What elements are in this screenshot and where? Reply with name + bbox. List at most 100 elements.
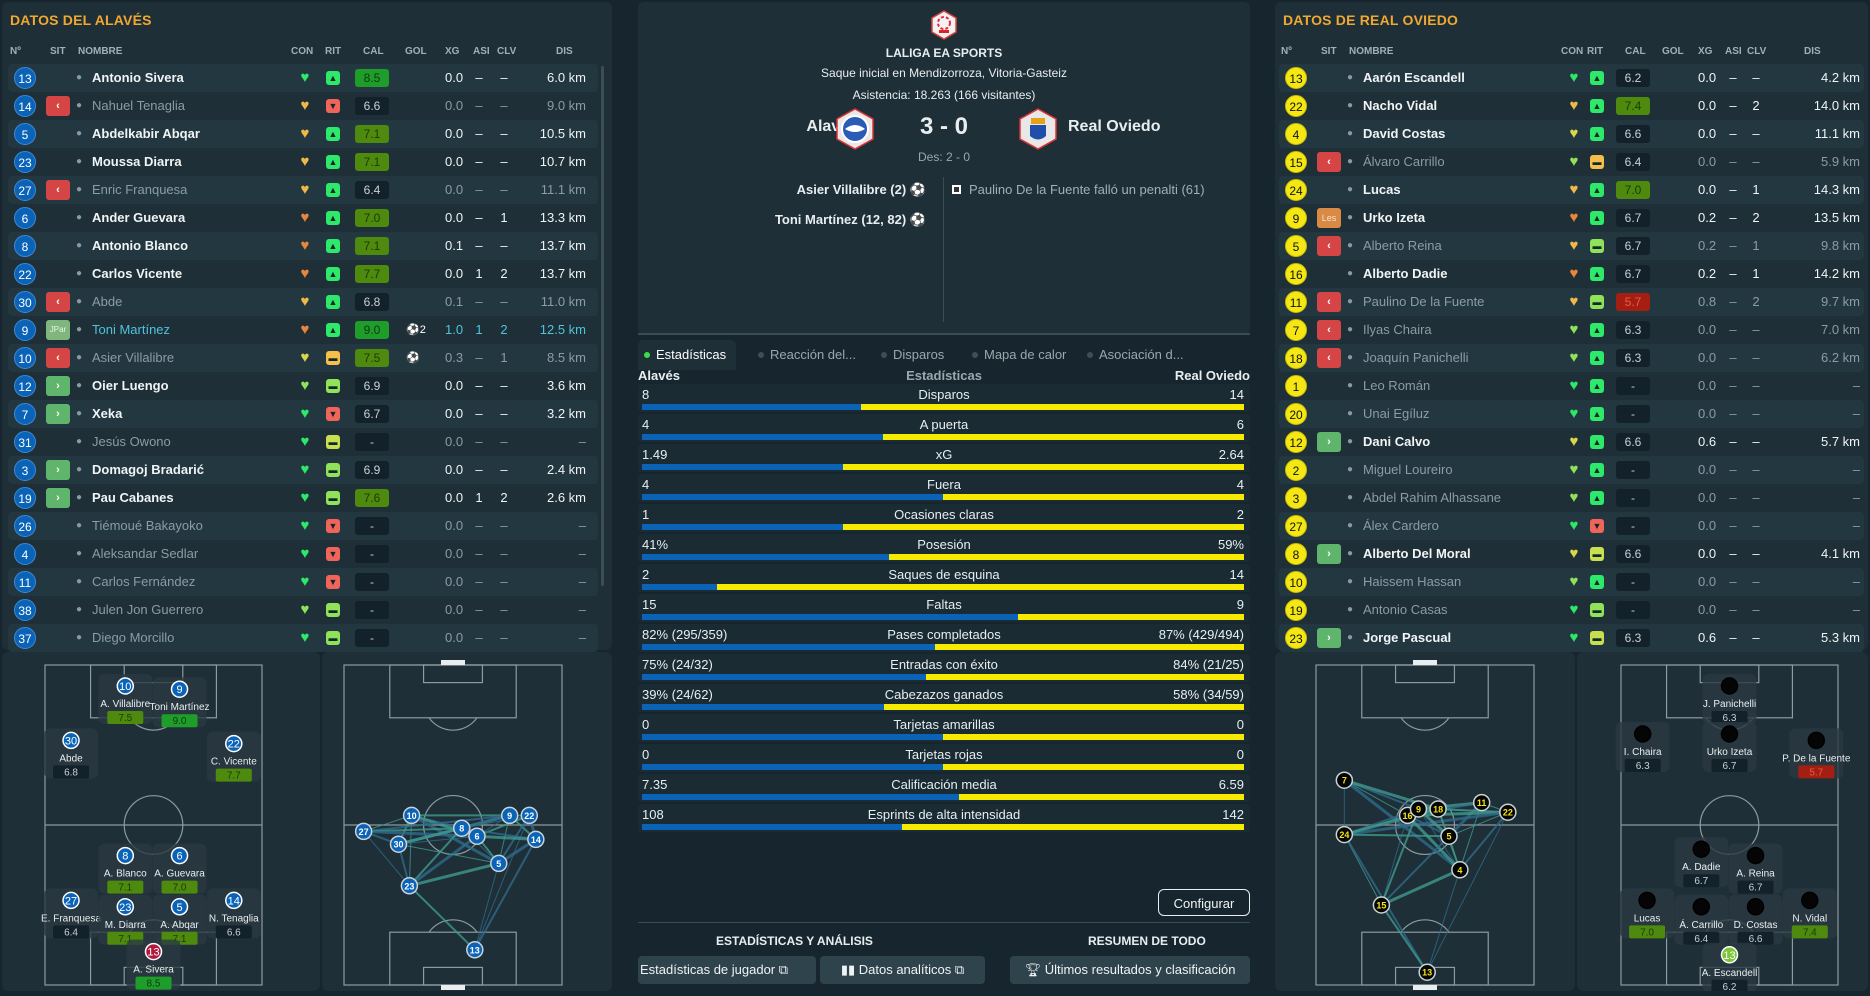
player-name[interactable]: Nahuel Tenaglia — [92, 98, 185, 113]
player-name[interactable]: Abdelkabir Abqar — [92, 126, 200, 141]
player-name[interactable]: Lucas — [1363, 182, 1401, 197]
pass-node[interactable]: 23 — [400, 877, 419, 895]
pass-node[interactable]: 22 — [1499, 803, 1517, 821]
player-name[interactable]: Aleksandar Sedlar — [92, 546, 199, 561]
player-name[interactable]: Alberto Del Moral — [1363, 546, 1471, 561]
col-con[interactable]: CON — [1561, 46, 1584, 57]
player-row[interactable]: 38 ● Julen Jon Guerrero ♥ ▬ -0.0– – – — [8, 596, 598, 624]
player-row[interactable]: 22 ● Carlos Vicente ♥ ▲ 7.7 0.0 1 2 13.7 km — [8, 260, 598, 288]
pass-node[interactable]: 14 — [527, 830, 545, 849]
player-row[interactable]: 16 ● Alberto Dadie ♥ ▲ 6.7 0.2–1 14.2 km — [1279, 260, 1864, 288]
player-name[interactable]: Álex Cardero — [1363, 518, 1439, 533]
player-name[interactable]: Tiémoué Bakayoko — [92, 518, 203, 533]
col-xg[interactable]: XG — [445, 46, 460, 57]
col-cal[interactable]: CAL — [363, 46, 384, 57]
player-row[interactable]: 23 ● Moussa Diarra ♥ ▲ 7.1 0.0– –10.7 km — [8, 148, 598, 176]
player-row[interactable]: 19 ● Antonio Casas ♥ ▬ -0.0– – – — [1279, 596, 1864, 624]
formation-player[interactable]: 6 A. Guevara 7.0 — [152, 843, 207, 894]
player-name[interactable]: Abdel Rahim Alhassane — [1363, 490, 1502, 505]
player-name[interactable]: Antonio Blanco — [92, 238, 189, 253]
player-row[interactable]: 19 › ● Pau Cabanes ♥ ▬ 7.6 0.0 1 2 2.6 km — [8, 484, 598, 512]
player-name[interactable]: Xeka — [92, 406, 123, 421]
pass-node[interactable]: 27 — [354, 822, 373, 841]
col-sit[interactable]: SIT — [50, 46, 66, 57]
formation-player[interactable]: 23 M. Diarra 7.1 — [98, 894, 153, 945]
player-name[interactable]: Alberto Dadie — [1363, 266, 1448, 281]
player-name[interactable]: Enric Franquesa — [92, 182, 188, 197]
col-asi[interactable]: ASI — [1725, 46, 1742, 57]
col-name[interactable]: NOMBRE — [1349, 46, 1394, 57]
pass-node[interactable]: 18 — [1429, 800, 1447, 818]
player-name[interactable]: Urko Izeta — [1363, 210, 1426, 225]
player-row[interactable]: 8 › ● Alberto Del Moral ♥ ▬ 6.6 0.0– –4.1 km — [1279, 540, 1864, 568]
player-name[interactable]: Pau Cabanes — [92, 490, 174, 505]
formation-player[interactable]: P. De la Fuente 5.7 — [1782, 728, 1851, 779]
player-row[interactable]: 4 ● Aleksandar Sedlar ♥ ▼ -0.0– – – — [8, 540, 598, 568]
pass-node[interactable]: 8 — [452, 819, 471, 837]
player-row[interactable]: 13 ● Antonio Sivera ♥ ▲ 8.5 0.0– –6.0 km — [8, 64, 598, 92]
player-row[interactable]: 1 ● Leo Román ♥ ▲ -0.0– – – — [1279, 372, 1864, 400]
player-name[interactable]: Jorge Pascual — [1363, 630, 1452, 645]
player-row[interactable]: 26 ● Tiémoué Bakayoko ♥ ▼ -0.0– – – — [8, 512, 598, 540]
tab-estadisticas[interactable]: Estadísticas — [638, 340, 737, 370]
player-row[interactable]: 15 ‹ ● Álvaro Carrillo ♥ ▬ 6.4 0.0– –5.9 km — [1279, 148, 1864, 176]
formation-player[interactable]: A. Reina 6.7 — [1728, 843, 1783, 894]
formation-player[interactable]: Lucas 7.0 — [1620, 888, 1675, 939]
player-name[interactable]: Asier Villalibre — [92, 350, 175, 365]
player-name[interactable]: Alberto Reina — [1363, 238, 1442, 253]
player-stats-button[interactable]: Estadísticas de jugador ⧉ — [638, 956, 816, 984]
formation-player[interactable]: 5 A. Abqar 7.1 — [152, 894, 207, 945]
away-team-name[interactable]: Real Oviedo — [1068, 118, 1161, 135]
player-name[interactable]: Aarón Escandell — [1363, 70, 1465, 85]
pass-node[interactable]: 7 — [1335, 771, 1354, 789]
formation-player[interactable]: 30 Abde 6.8 — [44, 728, 99, 779]
col-clv[interactable]: CLV — [1747, 46, 1767, 57]
player-row[interactable]: 4 ● David Costas ♥ ▲ 6.6 0.0– –11.1 km — [1279, 120, 1864, 148]
col-cal[interactable]: CAL — [1625, 46, 1646, 57]
player-row[interactable]: 9 JPar ● Toni Martínez ♥ ▲ 9.0 ⚽2 1.0 1 2 12.5 km — [8, 316, 598, 344]
formation-player[interactable]: Urko Izeta 6.7 — [1702, 722, 1757, 772]
player-row[interactable]: 14 ‹ ● Nahuel Tenaglia ♥ ▼ 6.6 0.0– –9.0 km — [8, 92, 598, 120]
player-name[interactable]: Diego Morcillo — [92, 630, 175, 645]
player-row[interactable]: 5 ● Abdelkabir Abqar ♥ ▲ 7.1 0.0– –10.5 km — [8, 120, 598, 148]
formation-player[interactable]: 13 A. Escandell 6.2 — [1702, 942, 1758, 993]
player-name[interactable]: Nacho Vidal — [1363, 98, 1438, 113]
tab-reaccion[interactable]: Reacción del... — [752, 340, 856, 370]
player-name[interactable]: Moussa Diarra — [92, 154, 182, 169]
player-name[interactable]: Jesús Owono — [92, 434, 171, 449]
tab-mapa-de-calor[interactable]: Mapa de calor — [966, 340, 1066, 370]
player-name[interactable]: Antonio Sivera — [92, 70, 184, 85]
player-row[interactable]: 3 › ● Domagoj Bradarić ♥ ▬ 6.9 0.0– –2.4 km — [8, 456, 598, 484]
col-number[interactable]: Nº — [1281, 46, 1292, 57]
col-gol[interactable]: GOL — [405, 46, 427, 57]
player-row[interactable]: 9 Les ● Urko Izeta ♥ ▲ 6.7 0.2–2 13.5 km — [1279, 204, 1864, 232]
formation-player[interactable]: 27 E. Franquesa 6.4 — [41, 888, 101, 939]
player-row[interactable]: 18 ‹ ● Joaquín Panichelli ♥ ▲ 6.3 0.0– –6.2 km — [1279, 344, 1864, 372]
col-name[interactable]: NOMBRE — [78, 46, 123, 57]
player-row[interactable]: 7 ‹ ● Ilyas Chaira ♥ ▲ 6.3 0.0– –7.0 km — [1279, 316, 1864, 344]
player-name[interactable]: Leo Román — [1363, 378, 1431, 393]
player-name[interactable]: Julen Jon Guerrero — [92, 602, 204, 617]
player-row[interactable]: 22 ● Nacho Vidal ♥ ▲ 7.4 0.0–2 14.0 km — [1279, 92, 1864, 120]
results-standings-button[interactable]: 🏆︎ Últimos resultados y clasificación — [1010, 956, 1250, 984]
player-name[interactable]: Joaquín Panichelli — [1363, 350, 1469, 365]
player-name[interactable]: Ilyas Chaira — [1363, 322, 1432, 337]
player-name[interactable]: Paulino De la Fuente — [1363, 294, 1485, 309]
pass-node[interactable]: 13 — [1418, 963, 1436, 981]
player-row[interactable]: 24 ● Lucas ♥ ▲ 7.0 0.0–1 14.3 km — [1279, 176, 1864, 204]
player-row[interactable]: 6 ● Ander Guevara ♥ ▲ 7.0 0.0– 1 13.3 km — [8, 204, 598, 232]
player-row[interactable]: 3 ● Abdel Rahim Alhassane ♥ ▲ -0.0– – – — [1279, 484, 1864, 512]
player-name[interactable]: Dani Calvo — [1363, 434, 1431, 449]
player-name[interactable]: Antonio Casas — [1363, 602, 1448, 617]
formation-player[interactable]: A. Dadie 6.7 — [1674, 837, 1729, 888]
player-name[interactable]: Ander Guevara — [92, 210, 186, 225]
configure-button[interactable]: Configurar — [1158, 889, 1250, 916]
player-row[interactable]: 11 ● Carlos Fernández ♥ ▼ -0.0– – – — [8, 568, 598, 596]
player-name[interactable]: Domagoj Bradarić — [92, 462, 204, 477]
pass-node[interactable]: 5 — [1440, 827, 1458, 845]
player-row[interactable]: 30 ‹ ● Abde ♥ ▲ 6.8 0.1– –11.0 km — [8, 288, 598, 316]
col-xg[interactable]: XG — [1698, 46, 1713, 57]
player-row[interactable]: 37 ● Diego Morcillo ♥ ▬ -0.0– – – — [8, 624, 598, 652]
pass-node[interactable]: 9 — [1409, 800, 1428, 818]
col-dis[interactable]: DIS — [1804, 46, 1821, 57]
